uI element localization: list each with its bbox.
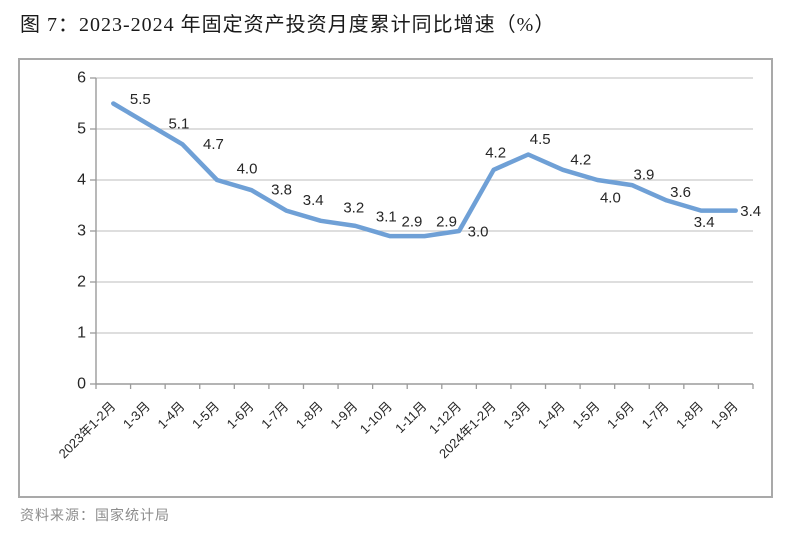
data-point-label: 5.5 (130, 91, 151, 108)
x-axis-label: 1-3月 (500, 399, 533, 432)
x-axis-label: 1-8月 (293, 399, 326, 432)
x-axis-label: 1-7月 (258, 399, 291, 432)
data-point-label: 2.9 (436, 214, 457, 231)
data-point-label: 3.4 (740, 203, 761, 220)
x-axis-label: 2023年1-2月 (56, 399, 119, 462)
data-point-label: 4.2 (485, 144, 506, 161)
data-point-label: 4.5 (530, 131, 551, 148)
data-point-label: 4.2 (570, 151, 591, 168)
data-point-label: 2.9 (401, 214, 422, 231)
data-point-label: 3.4 (303, 192, 324, 209)
data-point-label: 3.6 (670, 184, 691, 201)
chart-panel: 0 1 2 3 4 5 6 2023年1-2月 1-3月 1-4月 1-5月 1-6月 1-7月 1-8月… (18, 58, 773, 498)
data-point-label: 4.7 (203, 136, 224, 153)
x-axis-label: 1-7月 (639, 399, 672, 432)
x-axis-label: 1-4月 (154, 399, 187, 432)
x-axis-label: 1-3月 (120, 399, 153, 432)
y-axis-label: 0 (77, 376, 86, 393)
data-point-label: 3.2 (343, 199, 364, 216)
data-point-label: 3.0 (468, 224, 489, 241)
x-axis-label: 1-10月 (357, 399, 395, 437)
x-axis-label: 1-4月 (535, 399, 568, 432)
data-point-label: 5.1 (168, 115, 189, 132)
data-point-label: 4.0 (237, 161, 258, 178)
x-axis-label: 1-5月 (189, 399, 222, 432)
x-axis-label: 1-9月 (327, 399, 360, 432)
data-point-label: 3.1 (376, 208, 397, 225)
y-axis-label: 4 (77, 172, 86, 189)
data-point-label: 3.8 (271, 182, 292, 199)
x-axis-label: 1-11月 (392, 399, 430, 437)
x-axis-label: 1-6月 (224, 399, 257, 432)
data-point-label: 4.0 (600, 190, 621, 207)
y-axis-label: 2 (77, 274, 86, 291)
x-axis-label: 1-8月 (673, 399, 706, 432)
series-line (111, 101, 738, 239)
figure-title: 图 7：2023-2024 年固定资产投资月度累计同比增速（%） (20, 14, 556, 36)
y-axis-label: 5 (77, 121, 86, 138)
y-axis-label: 1 (77, 325, 86, 342)
source-note: 资料来源：国家统计局 (20, 509, 170, 524)
y-axis-label: 6 (77, 70, 86, 87)
x-axis-label: 1-9月 (708, 399, 741, 432)
x-axis-label: 1-5月 (569, 399, 602, 432)
x-axis-label: 1-6月 (604, 399, 637, 432)
data-point-label: 3.9 (634, 167, 655, 184)
data-point-label: 3.4 (694, 214, 715, 231)
y-axis-label: 3 (77, 223, 86, 240)
